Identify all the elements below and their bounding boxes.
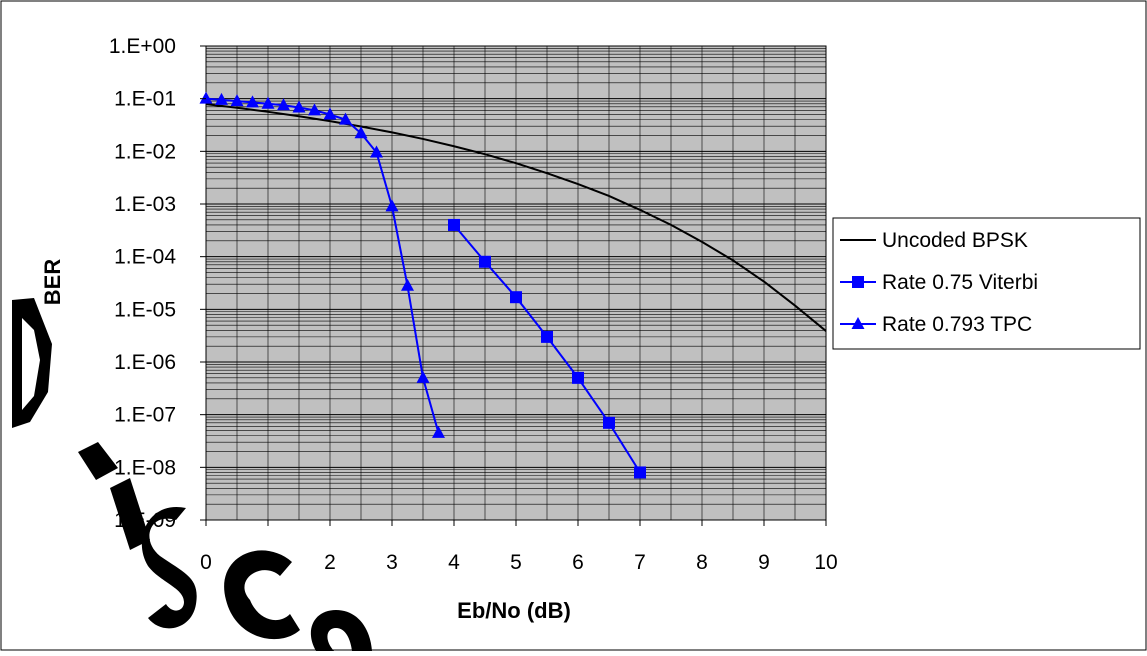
legend: Uncoded BPSK Rate 0.75 Viterbi Rate 0.793 … bbox=[832, 217, 1141, 350]
legend-item-uncoded-bpsk: Uncoded BPSK bbox=[840, 229, 1028, 252]
series-rate-0-793-tpc bbox=[199, 91, 445, 438]
legend-swatch-marker bbox=[851, 317, 865, 329]
y-tick-label: 1.E-04 bbox=[114, 246, 176, 269]
x-tick-labels: 012345678910 bbox=[200, 520, 838, 574]
data-point-rate-0-793-tpc bbox=[354, 126, 368, 139]
data-point-rate-0-793-tpc bbox=[323, 107, 337, 120]
series-rate-0-75-viterbi bbox=[448, 218, 646, 479]
y-tick-label: 1.E-01 bbox=[114, 88, 176, 111]
data-point-rate-0-75-viterbi bbox=[634, 466, 646, 479]
data-point-rate-0-793-tpc bbox=[416, 370, 430, 383]
data-point-rate-0-793-tpc bbox=[432, 425, 445, 438]
data-point-rate-0-793-tpc bbox=[246, 95, 259, 108]
series-layer bbox=[199, 91, 827, 479]
x-tick-label: 5 bbox=[510, 551, 522, 574]
legend-label: Rate 0.75 Viterbi bbox=[882, 271, 1038, 294]
x-tick-label: 9 bbox=[758, 551, 770, 574]
legend-box bbox=[832, 217, 1141, 350]
legend-label: Uncoded BPSK bbox=[882, 229, 1028, 252]
x-tick-label: 7 bbox=[634, 551, 646, 574]
data-point-rate-0-793-tpc bbox=[199, 91, 213, 104]
data-point-rate-0-793-tpc bbox=[215, 92, 228, 105]
y-tick-label: 1.E-07 bbox=[114, 404, 176, 427]
data-point-rate-0-793-tpc bbox=[385, 199, 399, 212]
data-point-rate-0-75-viterbi bbox=[448, 218, 460, 231]
data-point-rate-0-793-tpc bbox=[401, 278, 414, 291]
legend-swatch-marker bbox=[852, 276, 864, 288]
y-tick-label: 1.E-02 bbox=[114, 140, 176, 163]
data-point-rate-0-793-tpc bbox=[370, 145, 383, 158]
x-tick-label: 10 bbox=[814, 551, 837, 574]
data-point-rate-0-75-viterbi bbox=[510, 291, 522, 304]
legend-label: Rate 0.793 TPC bbox=[882, 313, 1032, 336]
x-tick-label: 0 bbox=[200, 551, 212, 574]
data-point-rate-0-75-viterbi bbox=[541, 330, 553, 343]
data-point-rate-0-793-tpc bbox=[339, 112, 352, 125]
x-tick-label: 2 bbox=[324, 551, 336, 574]
series-line-uncoded-bpsk bbox=[205, 103, 827, 332]
grid-lines bbox=[205, 45, 827, 521]
x-tick-label: 8 bbox=[696, 551, 708, 574]
data-point-rate-0-793-tpc bbox=[230, 94, 244, 107]
y-tick-label: 1.E-05 bbox=[114, 298, 176, 321]
y-tick-label: 1.E+00 bbox=[109, 35, 176, 58]
y-axis-title: BER bbox=[40, 259, 65, 306]
x-tick-label: 4 bbox=[448, 551, 460, 574]
data-point-rate-0-793-tpc bbox=[277, 98, 290, 111]
data-point-rate-0-75-viterbi bbox=[479, 255, 491, 268]
legend-item-rate-0-75-viterbi: Rate 0.75 Viterbi bbox=[840, 271, 1038, 294]
data-point-rate-0-75-viterbi bbox=[572, 371, 584, 384]
x-tick-label: 3 bbox=[386, 551, 398, 574]
data-point-rate-0-75-viterbi bbox=[603, 416, 615, 429]
series-line-rate-0-793-tpc bbox=[205, 97, 440, 434]
data-point-rate-0-793-tpc bbox=[292, 100, 306, 113]
y-tick-label: 1.E-08 bbox=[114, 456, 176, 479]
watermark-logo bbox=[12, 298, 372, 651]
data-point-rate-0-793-tpc bbox=[308, 103, 321, 116]
y-tick-label: 1.E-06 bbox=[114, 351, 176, 374]
data-point-rate-0-793-tpc bbox=[261, 96, 275, 109]
series-uncoded-bpsk bbox=[205, 103, 827, 332]
x-axis-title: Eb/No (dB) bbox=[457, 598, 571, 623]
x-tick-label: 6 bbox=[572, 551, 584, 574]
legend-item-rate-0-793-tpc: Rate 0.793 TPC bbox=[840, 313, 1032, 336]
y-tick-label: 1.E-03 bbox=[114, 193, 176, 216]
